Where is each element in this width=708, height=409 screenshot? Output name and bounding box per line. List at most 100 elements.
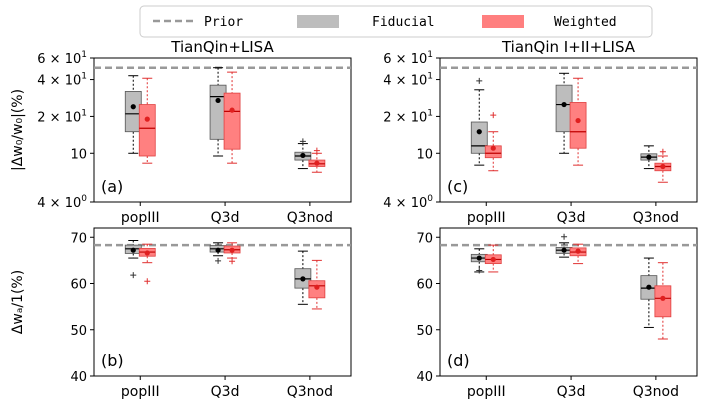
fiducial-box-popIII [470, 248, 488, 274]
iqr-box [654, 285, 672, 318]
weighted-box-Q3d [569, 77, 587, 166]
fiducial-box-Q3d [209, 67, 227, 157]
y-tick-label: 50 [70, 324, 87, 339]
mean-point [314, 284, 320, 290]
legend-weighted-swatch [482, 15, 524, 28]
panels: 4 × 100 10 2 × 101 4 × 101 6 × 101 popIII Q3d Q… [10, 38, 698, 400]
panel-d: 40 50 60 70 popIII Q3d Q3nod (d) [416, 227, 698, 400]
fiducial-box-Q3nod [640, 257, 658, 328]
mean-point [314, 160, 320, 166]
flier [299, 138, 306, 145]
panel-title: TianQin I+II+LISA [501, 38, 636, 56]
x-tick-label: popIII [467, 210, 506, 226]
mean-point [130, 247, 136, 253]
fiducial-box-popIII [470, 77, 488, 166]
fiducial-box-Q3nod [640, 145, 658, 170]
x-tick-label: Q3nod [633, 384, 679, 400]
y-tick-label: 6 × 101 [383, 50, 433, 67]
flier [313, 147, 320, 154]
flier [476, 77, 483, 84]
mean-point [561, 101, 567, 108]
legend-prior-label: Prior [204, 15, 243, 30]
flier [490, 112, 497, 119]
weighted-box-Q3nod [654, 262, 672, 340]
flier [659, 148, 666, 155]
y-tick-label: 40 [416, 370, 433, 385]
iqr-box [555, 84, 573, 133]
y-tick-label: 4 × 100 [383, 194, 433, 211]
iqr-box [138, 104, 156, 157]
mean-point [476, 129, 482, 135]
fiducial-box-Q3nod [294, 250, 312, 305]
flier [215, 257, 222, 264]
mean-point [476, 255, 482, 261]
weighted-box-Q3nod [308, 259, 326, 310]
x-tick-label: popIII [121, 210, 160, 226]
mean-point [575, 117, 581, 124]
mean-point [646, 284, 652, 290]
y-tick-label: 6 × 101 [37, 50, 87, 67]
mean-point [144, 250, 150, 256]
panel-label: (c) [447, 177, 468, 196]
flier [130, 272, 137, 279]
weighted-box-Q3d [569, 243, 587, 265]
axes-frame [439, 57, 698, 203]
mean-point [561, 247, 567, 253]
y-tick-label: 60 [416, 278, 433, 293]
mean-point [660, 163, 666, 170]
x-tick-label: Q3d [557, 210, 586, 226]
y-tick-label: 50 [416, 324, 433, 339]
weighted-box-popIII [138, 77, 156, 164]
y-tick-label: 70 [70, 231, 87, 246]
panel-c: 4 × 100 10 2 × 101 4 × 101 6 × 101 popIII Q3d Q… [383, 38, 698, 226]
axes-frame [93, 227, 352, 377]
iqr-box [569, 102, 587, 149]
mean-point [300, 152, 306, 159]
mean-point [575, 248, 581, 254]
y-tick-label: 10 [416, 147, 433, 162]
legend: Prior Fiducial Weighted [139, 5, 653, 38]
mean-point [490, 145, 496, 151]
weighted-box-popIII [484, 112, 502, 172]
iqr-box [223, 92, 241, 150]
flier [144, 278, 151, 285]
mean-point [490, 256, 496, 263]
flier [476, 267, 483, 274]
fiducial-box-Q3d [555, 233, 573, 258]
y-tick-label: 2 × 101 [383, 108, 433, 125]
axes-frame [93, 57, 352, 203]
weighted-box-Q3d [223, 71, 241, 164]
x-tick-label: Q3d [211, 384, 240, 400]
y-tick-label: 4 × 101 [383, 72, 433, 89]
flier [229, 258, 236, 265]
weighted-box-popIII [138, 243, 156, 285]
legend-weighted-label: Weighted [554, 15, 617, 30]
panel-label: (d) [447, 351, 470, 370]
mean-point [130, 104, 136, 110]
y-tick-label: 4 × 100 [37, 194, 87, 211]
panel-label: (a) [101, 177, 123, 196]
mean-point [660, 295, 666, 301]
y-tick-label: 10 [70, 147, 87, 162]
mean-point [646, 154, 652, 160]
x-tick-label: popIII [121, 384, 160, 400]
y-tick-label: 70 [416, 231, 433, 246]
mean-point [300, 276, 306, 282]
fiducial-box-Q3d [209, 242, 227, 264]
weighted-box-Q3nod [654, 148, 672, 183]
x-tick-label: Q3nod [633, 210, 679, 226]
weighted-box-Q3nod [308, 147, 326, 173]
y-tick-label: 2 × 101 [37, 108, 87, 125]
legend-fiducial-swatch [297, 15, 339, 28]
x-tick-label: Q3d [557, 384, 586, 400]
weighted-box-popIII [484, 244, 502, 273]
y-axis-label: Δwₐ/1(%) [10, 270, 26, 334]
mean-point [229, 107, 235, 113]
x-tick-label: Q3nod [287, 210, 333, 226]
mean-point [144, 116, 150, 122]
fiducial-box-popIII [124, 239, 142, 279]
fiducial-box-Q3d [555, 72, 573, 154]
panel-b: 40 50 60 70 popIII Q3d Q3nod (b) Δwₐ/1(%) [10, 227, 352, 400]
mean-point [229, 247, 235, 253]
